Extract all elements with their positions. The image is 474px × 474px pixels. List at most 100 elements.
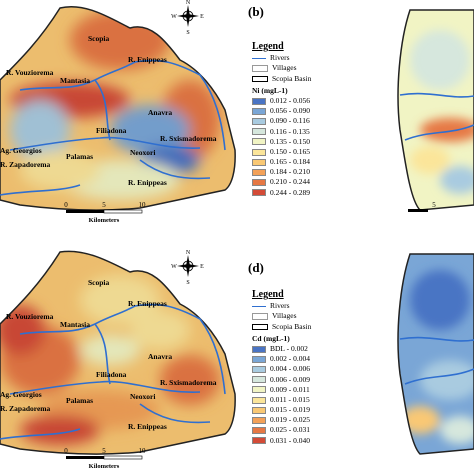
- legend-class-label: 0.006 - 0.009: [270, 374, 310, 384]
- scale-tick-5: 5: [102, 201, 106, 209]
- legend-rivers-row: Rivers: [252, 53, 311, 63]
- panel-label-b: (b): [248, 4, 264, 19]
- label-r-enippeas-south: R. Enippeas: [128, 178, 167, 187]
- legend-color-swatch: [252, 386, 266, 394]
- east-label: E: [200, 14, 204, 20]
- legend-color-swatch: [252, 376, 266, 384]
- legend-class-row: 0.025 - 0.031: [252, 425, 311, 435]
- label-filiadona-bottom: Filiadona: [96, 370, 127, 379]
- village-icon: [252, 312, 268, 320]
- legend-class-label: 0.056 - 0.090: [270, 106, 310, 116]
- legend-color-swatch: [252, 365, 266, 373]
- legend-bottom: Legend Rivers Villages Scopia Basin Cd (…: [252, 289, 311, 446]
- scale-tick-0-bottom: 0: [64, 447, 68, 455]
- west-label-bottom: W: [171, 264, 177, 270]
- legend-class-label: 0.011 - 0.015: [270, 394, 310, 404]
- legend-class-row: 0.135 - 0.150: [252, 137, 311, 147]
- label-r-sxismadorema: R. Sxismadorema: [160, 134, 217, 143]
- legend-class-row: 0.184 - 0.210: [252, 167, 311, 177]
- label-ag-georgios: Ag. Georgios: [0, 146, 42, 155]
- map-top-right: 5: [397, 9, 474, 212]
- legend-color-swatch: [252, 128, 266, 136]
- label-mantasia: Mantasia: [60, 76, 90, 85]
- legend-basin-row: Scopia Basin: [252, 74, 311, 84]
- legend-class-label: BDL - 0.002: [270, 343, 308, 353]
- legend-color-swatch: [252, 158, 266, 166]
- north-label-bottom: N: [186, 250, 191, 256]
- scale-tick-10: 10: [139, 201, 147, 209]
- legend-class-row: 0.019 - 0.025: [252, 415, 311, 425]
- legend-class-label: 0.116 - 0.135: [270, 126, 310, 136]
- label-r-vouziorema-bottom: R. Vouziorema: [6, 312, 54, 321]
- legend-top: Legend Rivers Villages Scopia Basin Ni (…: [252, 41, 311, 198]
- legend-color-swatch: [252, 345, 266, 353]
- legend-variable-bottom: Cd (mgL-1): [252, 333, 290, 343]
- basin-outline-icon: [252, 323, 268, 330]
- legend-class-row: 0.056 - 0.090: [252, 106, 311, 116]
- legend-class-row: 0.004 - 0.006: [252, 364, 311, 374]
- legend-class-row: 0.116 - 0.135: [252, 127, 311, 137]
- legend-color-swatch: [252, 189, 266, 197]
- legend-rivers-label-bottom: Rivers: [270, 301, 290, 311]
- legend-color-swatch: [252, 427, 266, 435]
- legend-class-label: 0.025 - 0.031: [270, 425, 310, 435]
- legend-class-label: 0.012 - 0.056: [270, 95, 310, 105]
- basin-outline: [0, 6, 236, 211]
- label-r-sxismadorema-bottom: R. Sxismadorema: [160, 378, 217, 387]
- label-anavra: Anavra: [148, 108, 172, 117]
- map-bottom-left: N S E W Scopia R. Enippeas R. Vouziorema…: [0, 250, 236, 470]
- legend-color-swatch: [252, 416, 266, 424]
- legend-class-row: BDL - 0.002: [252, 344, 311, 354]
- rivers: [0, 59, 226, 196]
- river-line-icon: [252, 55, 266, 62]
- legend-color-swatch: [252, 179, 266, 187]
- label-filiadona: Filiadona: [96, 126, 127, 135]
- scale-bar: 0 5 10 Kilometers: [64, 201, 146, 224]
- legend-class-row: 0.150 - 0.165: [252, 147, 311, 157]
- legend-color-swatch: [252, 97, 266, 105]
- legend-color-swatch: [252, 117, 266, 125]
- panel-label-d: (d): [248, 260, 264, 275]
- scale-unit-bottom: Kilometers: [89, 463, 120, 470]
- legend-class-row: 0.009 - 0.011: [252, 385, 311, 395]
- legend-class-row: 0.090 - 0.116: [252, 116, 311, 126]
- label-palamas-bottom: Palamas: [66, 396, 93, 405]
- legend-class-label: 0.004 - 0.006: [270, 364, 310, 374]
- label-ag-georgios-bottom: Ag. Georgios: [0, 390, 42, 399]
- label-palamas: Palamas: [66, 152, 93, 161]
- legend-color-swatch: [252, 437, 266, 445]
- legend-color-swatch: [252, 406, 266, 414]
- legend-color-swatch: [252, 138, 266, 146]
- scale-unit: Kilometers: [89, 217, 120, 224]
- legend-rivers-row-bottom: Rivers: [252, 301, 311, 311]
- legend-villages-row-bottom: Villages: [252, 311, 311, 321]
- map-bottom-right: [397, 253, 474, 455]
- legend-class-label: 0.150 - 0.165: [270, 146, 310, 156]
- north-arrow: N S E W: [171, 0, 204, 36]
- legend-color-swatch: [252, 355, 266, 363]
- legend-class-row: 0.002 - 0.004: [252, 354, 311, 364]
- legend-variable: Ni (mgL-1): [252, 85, 288, 95]
- legend-class-label: 0.009 - 0.011: [270, 384, 310, 394]
- basin-outline-icon: [252, 75, 268, 82]
- label-neoxori-bottom: Neoxori: [130, 392, 155, 401]
- legend-class-label: 0.135 - 0.150: [270, 136, 310, 146]
- legend-class-label: 0.210 - 0.244: [270, 177, 310, 187]
- south-label-bottom: S: [186, 280, 189, 286]
- scale-tick-5-bottom: 5: [102, 447, 106, 455]
- legend-classes-bottom: BDL - 0.002 0.002 - 0.004 0.004 - 0.006 0.0…: [252, 344, 311, 446]
- legend-class-label: 0.015 - 0.019: [270, 405, 310, 415]
- legend-class-label: 0.184 - 0.210: [270, 167, 310, 177]
- legend-class-row: 0.244 - 0.289: [252, 188, 311, 198]
- legend-title-bottom: Legend: [252, 289, 284, 300]
- legend-class-label: 0.031 - 0.040: [270, 435, 310, 445]
- legend-class-label: 0.019 - 0.025: [270, 415, 310, 425]
- label-r-zapadorema: R. Zapadorema: [0, 160, 51, 169]
- legend-color-swatch: [252, 107, 266, 115]
- legend-class-label: 0.002 - 0.004: [270, 354, 310, 364]
- north-arrow-bottom: N S E W: [171, 250, 204, 286]
- legend-villages-label: Villages: [272, 63, 297, 73]
- south-label: S: [186, 30, 189, 36]
- legend-class-label: 0.090 - 0.116: [270, 116, 310, 126]
